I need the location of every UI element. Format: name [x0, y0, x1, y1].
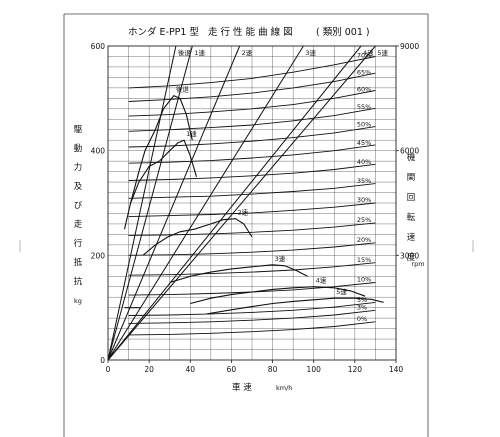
engine-speed-line	[107, 45, 376, 361]
driving-force-label: 後退	[176, 85, 190, 94]
resistance-curve	[128, 126, 376, 148]
resistance-curve	[128, 321, 376, 336]
resistance-label: 65%	[357, 68, 371, 76]
driving-force-label: 2速	[238, 209, 249, 217]
driving-force-curve	[142, 218, 253, 256]
driving-force-curves: 後退 1速 2速 3速 4速 5速	[123, 85, 384, 315]
resistance-label: 20%	[357, 236, 371, 244]
driving-force-label: 1速	[186, 130, 197, 138]
y-axis-label-char: 及	[74, 182, 83, 192]
y2-axis-label-char: 回	[407, 193, 416, 203]
engine-speed-label: 5速	[377, 49, 388, 57]
driving-force-label: 3速	[275, 255, 286, 263]
resistance-label: 45%	[357, 139, 371, 147]
resistance-curve	[128, 262, 376, 276]
resistance-curve	[128, 242, 376, 256]
engine-speed-label: 4速	[363, 49, 374, 57]
driving-force-curve	[169, 264, 308, 284]
engine-speed-label: 1速	[194, 49, 205, 57]
y-tick-label: 600	[91, 42, 106, 51]
resistance-label: 15%	[357, 256, 371, 264]
resistance-label: 50%	[357, 121, 371, 129]
driving-force-label: 4速	[316, 277, 327, 285]
plot-frame	[107, 45, 397, 361]
y-axis-label-char: 抗	[74, 276, 83, 287]
axes: 0 20 40 60 80 100 120 140 0 200 400 600 3000 6000 9000	[91, 42, 420, 374]
resistance-curve	[128, 56, 376, 89]
x-tick-label: 100	[307, 365, 322, 374]
y-axis-label-char: び	[74, 201, 83, 211]
y-tick-label: 0	[100, 356, 105, 365]
engine-speed-label: 3速	[305, 49, 316, 57]
y2-tick-label: 9000	[400, 42, 419, 51]
resistance-curve	[128, 301, 376, 316]
y2-axis-unit: rpm	[411, 260, 424, 268]
x-tick-label: 140	[389, 365, 404, 374]
y-axis-unit: kg	[74, 297, 82, 305]
resistance-curve	[128, 144, 376, 164]
driving-force-label: 5速	[336, 288, 347, 296]
driving-force-curve	[123, 95, 193, 230]
resistance-label: 70%	[357, 52, 371, 60]
engine-speed-line	[107, 45, 362, 361]
driving-force-curve	[190, 286, 366, 305]
y2-axis-label-char: 速	[407, 233, 416, 243]
x-axis-label: 車 速 km/h	[232, 382, 292, 393]
y2-tick-label: 6000	[400, 147, 419, 156]
x-axis-title: 車 速	[232, 382, 252, 393]
engine-speed-line	[107, 45, 193, 361]
driving-force-curve	[206, 297, 384, 315]
resistance-label: 35%	[357, 177, 371, 185]
y-axis-label-char: 抵	[74, 257, 83, 268]
y-tick-label: 400	[91, 147, 106, 156]
resistance-curve	[128, 163, 376, 181]
resistance-label: 30%	[357, 196, 371, 204]
x-tick-label: 120	[348, 365, 363, 374]
y-axis-label-char: 動	[74, 143, 83, 154]
x-axis-unit: km/h	[276, 384, 292, 392]
y-axis-label-char: 力	[74, 162, 83, 173]
x-tick-label: 40	[186, 365, 196, 374]
grid	[108, 46, 396, 360]
chart-title-main: 走 行 性 能 曲 線 図	[208, 26, 293, 38]
resistance-label: 40%	[357, 158, 371, 166]
y2-axis-label-char: 転	[407, 213, 416, 223]
y-axis-label-char: 行	[74, 238, 83, 249]
resistance-curve	[128, 183, 376, 199]
x-tick-label: 80	[268, 365, 278, 374]
engine-speed-line	[107, 45, 177, 361]
resistance-curve	[128, 90, 376, 117]
resistance-label: 0%	[357, 315, 367, 323]
chart-title: ホンダ E-PP1 型 走 行 性 能 曲 線 図 ( 類別 001 )	[128, 26, 370, 38]
y-axis-label-char: 駆	[74, 125, 83, 135]
y-tick-label: 200	[91, 251, 106, 260]
engine-speed-label: 2速	[242, 49, 253, 57]
resistance-label: 3%	[357, 304, 367, 312]
x-tick-label: 0	[106, 365, 111, 374]
engine-speed-label: 後退	[178, 48, 192, 57]
resistance-label: 10%	[357, 276, 371, 284]
chart-title-model: ホンダ E-PP1 型	[128, 26, 199, 38]
resistance-label: 5%	[357, 296, 367, 304]
resistance-curve	[128, 202, 376, 218]
resistance-curve	[128, 222, 376, 236]
y2-axis-label-char: 度	[407, 252, 416, 263]
resistance-curve	[128, 309, 376, 324]
resistance-label: 60%	[357, 85, 371, 93]
x-tick-label: 20	[144, 365, 154, 374]
y2-axis-label-char: 機	[407, 152, 416, 163]
resistance-label: 25%	[357, 216, 371, 224]
resistance-curve	[128, 72, 376, 102]
y-axis-label-char: 走	[74, 220, 83, 230]
y2-axis-label-char: 関	[407, 173, 416, 183]
y2-tick-label: 3000	[400, 251, 419, 260]
resistance-curves: 70% 65% 60% 55% 50% 45% 40% 35% 30% 25% 20% 15% 10% 5…	[128, 52, 376, 336]
resistance-label: 55%	[357, 103, 371, 111]
driving-force-curve	[130, 139, 198, 204]
chart-title-tag: ( 類別 001 )	[316, 27, 370, 38]
x-tick-label: 60	[227, 365, 237, 374]
